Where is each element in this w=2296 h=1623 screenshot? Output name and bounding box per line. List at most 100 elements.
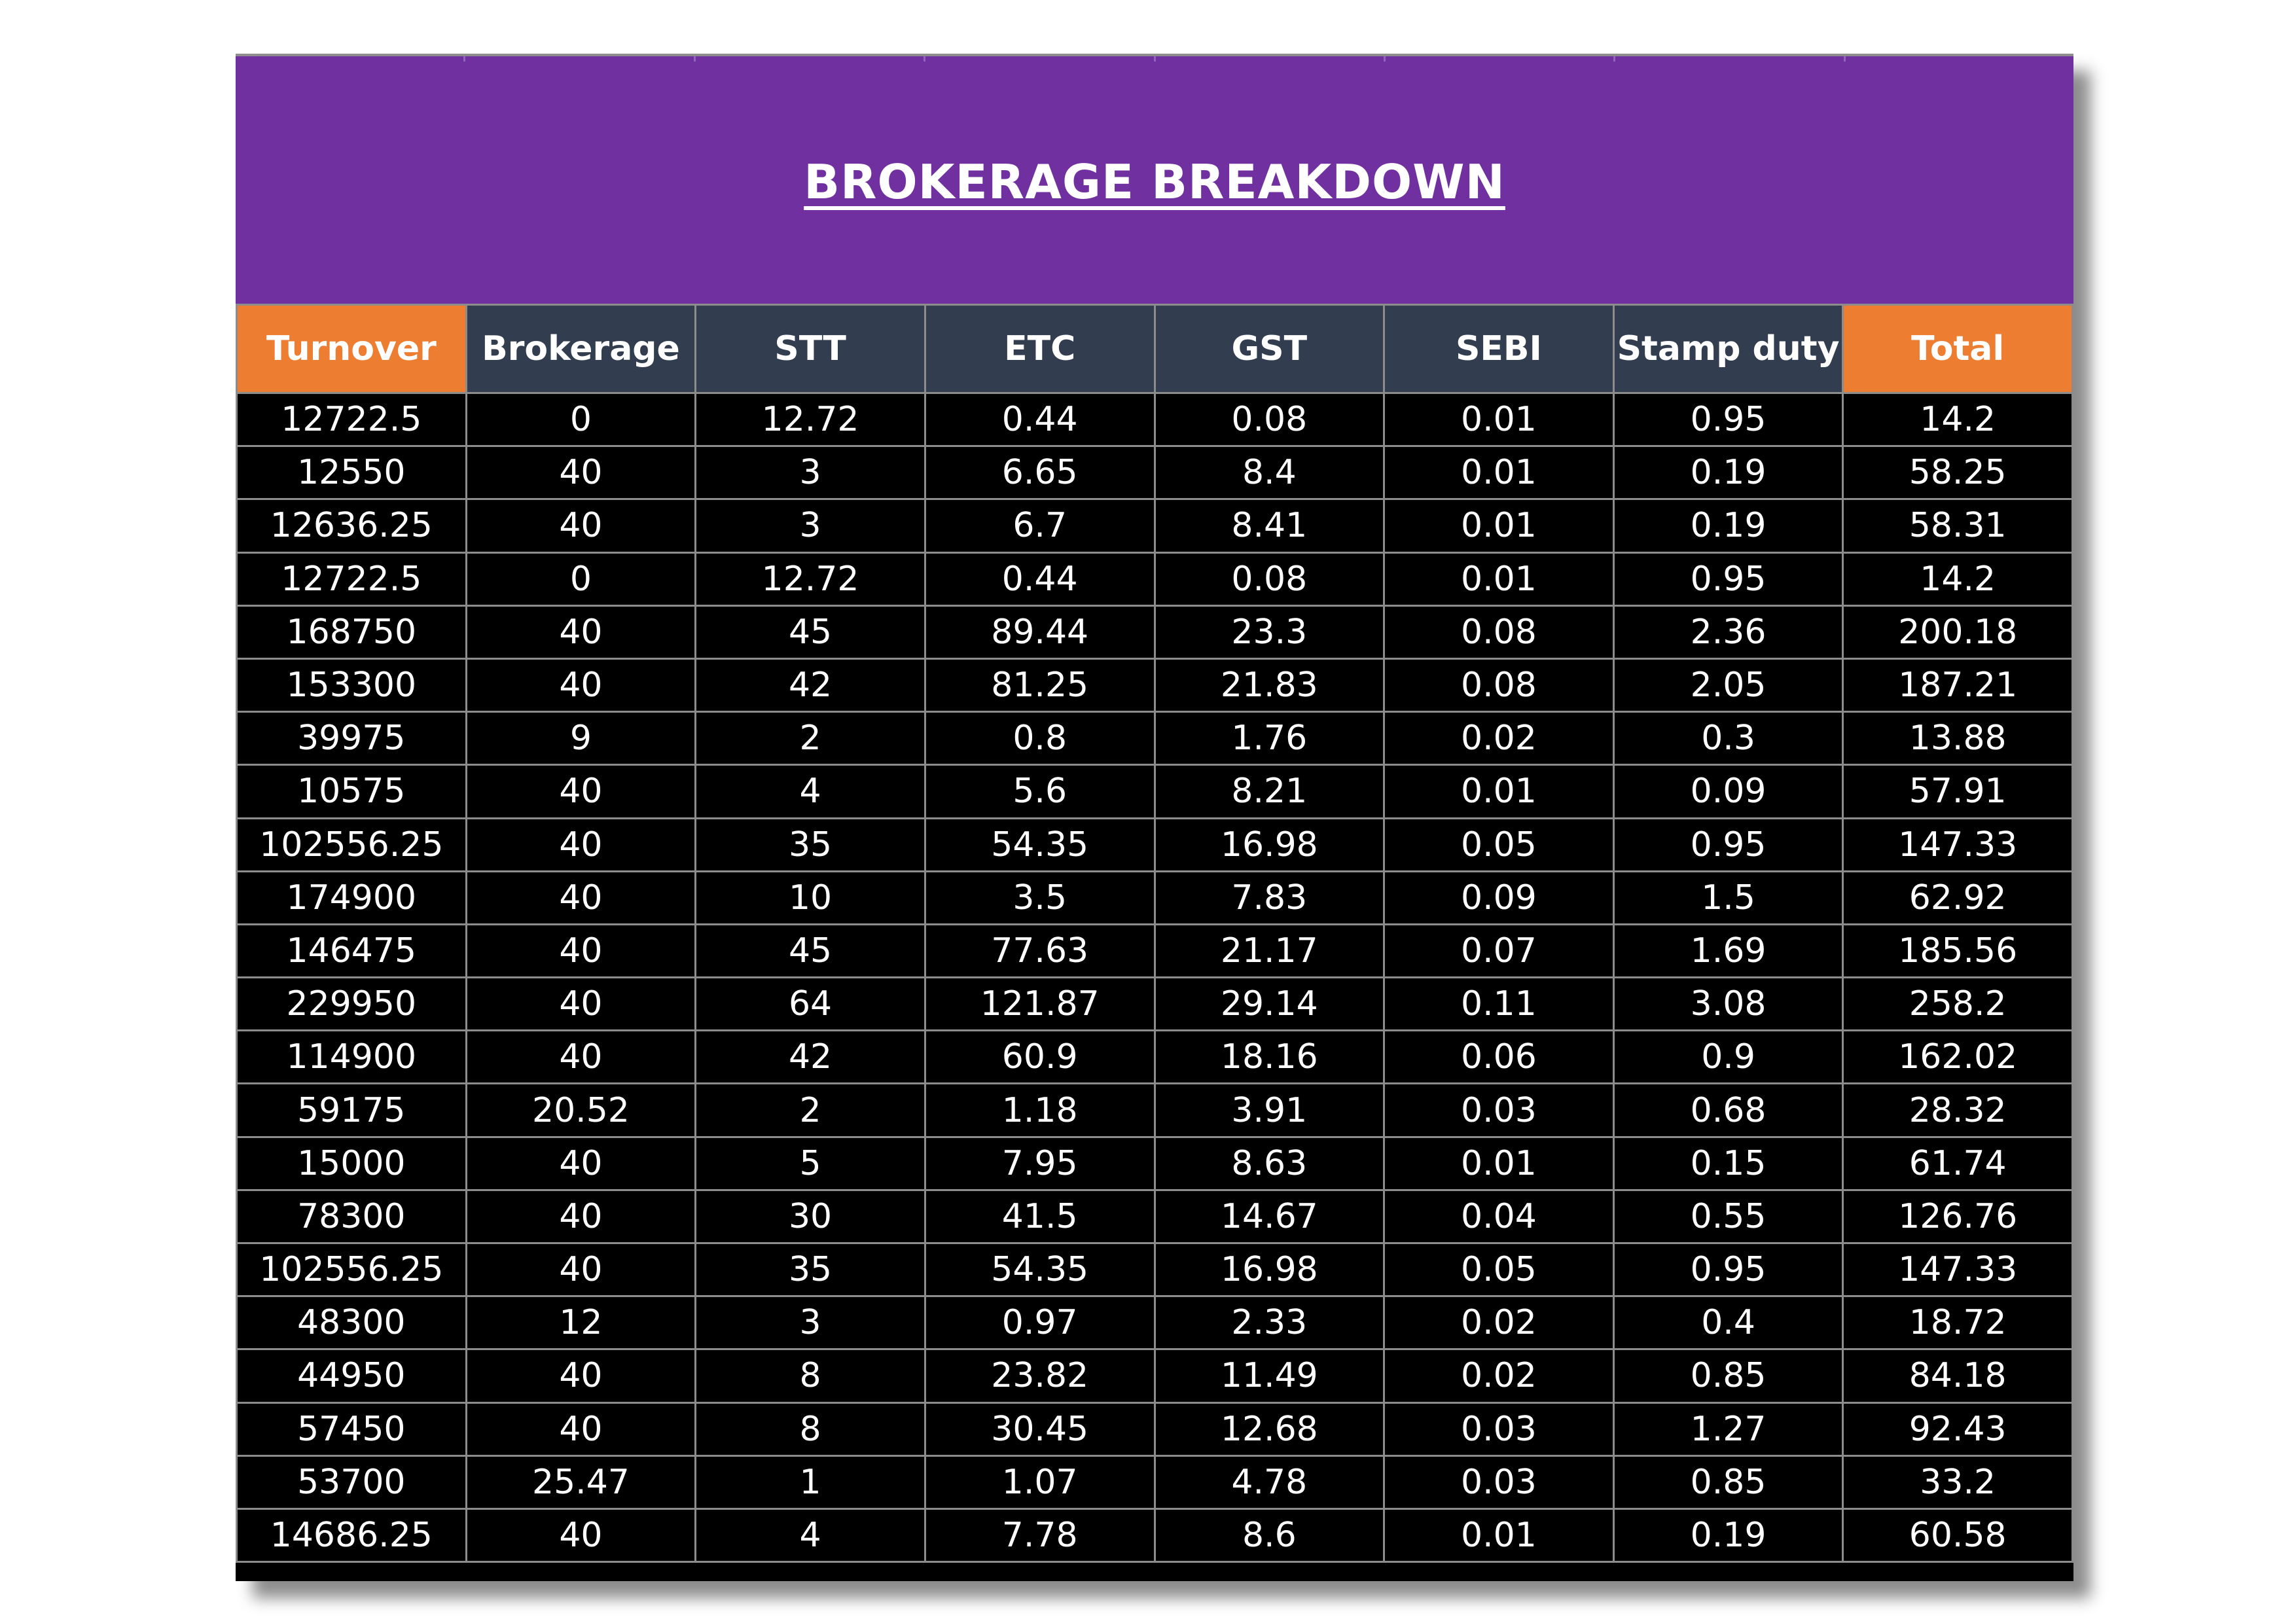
cell-sebi: 0.01	[1383, 1507, 1615, 1563]
cell-stt: 35	[694, 1241, 926, 1298]
table-row: 78300 40 30 41.5 14.67 0.04 0.55 126.76	[236, 1188, 2073, 1245]
cell-gst: 8.63	[1153, 1135, 1386, 1191]
cell-gst: 18.16	[1153, 1029, 1386, 1085]
header-gst: GST	[1153, 304, 1386, 394]
cell-sebi: 0.01	[1383, 498, 1615, 554]
cell-brokerage: 40	[465, 1029, 697, 1085]
cell-turnover: 102556.25	[236, 817, 467, 872]
table-row: 10575 40 4 5.6 8.21 0.01 0.09 57.91	[236, 764, 2073, 819]
cell-stt: 12.72	[694, 551, 926, 607]
cell-etc: 7.95	[924, 1135, 1156, 1191]
table-body: 12722.5 0 12.72 0.44 0.08 0.01 0.95 14.2 12550 40…	[236, 391, 2073, 1563]
cell-total: 28.32	[1842, 1082, 2073, 1138]
cell-stt: 42	[694, 657, 926, 713]
cell-stamp-duty: 0.15	[1612, 1135, 1844, 1191]
cell-gst: 12.68	[1153, 1401, 1386, 1457]
cell-gst: 8.6	[1153, 1507, 1386, 1563]
cell-sebi: 0.07	[1383, 923, 1615, 979]
cell-sebi: 0.01	[1383, 764, 1615, 819]
cell-total: 14.2	[1842, 551, 2073, 607]
brokerage-sheet: BROKERAGE BREAKDOWN Turnover Brokerage S…	[236, 54, 2073, 1581]
cell-stamp-duty: 0.95	[1612, 391, 1844, 448]
cell-brokerage: 40	[465, 445, 697, 501]
cell-sebi: 0.08	[1383, 657, 1615, 713]
cell-brokerage: 9	[465, 711, 697, 766]
cell-etc: 3.5	[924, 870, 1156, 925]
cell-gst: 21.17	[1153, 923, 1386, 979]
cell-gst: 8.41	[1153, 498, 1386, 554]
cell-etc: 0.44	[924, 551, 1156, 607]
cell-turnover: 102556.25	[236, 1241, 467, 1298]
header-sebi: SEBI	[1383, 304, 1615, 394]
cell-total: 200.18	[1842, 604, 2073, 660]
header-row: Turnover Brokerage STT ETC GST SEBI Stam…	[236, 304, 2073, 394]
cell-etc: 41.5	[924, 1188, 1156, 1245]
table-row: 53700 25.47 1 1.07 4.78 0.03 0.85 33.2	[236, 1454, 2073, 1510]
table-row: 168750 40 45 89.44 23.3 0.08 2.36 200.18	[236, 604, 2073, 660]
cell-etc: 0.97	[924, 1295, 1156, 1351]
cell-brokerage: 40	[465, 1135, 697, 1191]
table-row: 44950 40 8 23.82 11.49 0.02 0.85 84.18	[236, 1348, 2073, 1404]
cell-turnover: 12636.25	[236, 498, 467, 554]
title-band: BROKERAGE BREAKDOWN	[236, 54, 2073, 304]
cell-total: 18.72	[1842, 1295, 2073, 1351]
table-row: 39975 9 2 0.8 1.76 0.02 0.3 13.88	[236, 711, 2073, 766]
cell-total: 147.33	[1842, 817, 2073, 872]
cell-brokerage: 40	[465, 870, 697, 925]
cell-brokerage: 40	[465, 817, 697, 872]
cell-stamp-duty: 3.08	[1612, 976, 1844, 1032]
cell-turnover: 15000	[236, 1135, 467, 1191]
cell-sebi: 0.04	[1383, 1188, 1615, 1245]
cell-gst: 3.91	[1153, 1082, 1386, 1138]
cell-brokerage: 12	[465, 1295, 697, 1351]
cell-stamp-duty: 2.05	[1612, 657, 1844, 713]
cell-etc: 121.87	[924, 976, 1156, 1032]
cell-sebi: 0.06	[1383, 1029, 1615, 1085]
cell-gst: 0.08	[1153, 551, 1386, 607]
cell-brokerage: 20.52	[465, 1082, 697, 1138]
table-row: 102556.25 40 35 54.35 16.98 0.05 0.95 147.33	[236, 1241, 2073, 1298]
table-row: 12636.25 40 3 6.7 8.41 0.01 0.19 58.31	[236, 498, 2073, 554]
cell-brokerage: 40	[465, 604, 697, 660]
cell-stt: 42	[694, 1029, 926, 1085]
cell-brokerage: 40	[465, 1401, 697, 1457]
cell-sebi: 0.02	[1383, 1348, 1615, 1404]
cell-etc: 0.44	[924, 391, 1156, 448]
cell-sebi: 0.01	[1383, 445, 1615, 501]
cell-etc: 7.78	[924, 1507, 1156, 1563]
cell-stamp-duty: 2.36	[1612, 604, 1844, 660]
cell-turnover: 53700	[236, 1454, 467, 1510]
cell-turnover: 10575	[236, 764, 467, 819]
cell-turnover: 146475	[236, 923, 467, 979]
cell-etc: 77.63	[924, 923, 1156, 979]
cell-stamp-duty: 0.19	[1612, 445, 1844, 501]
table-row: 12722.5 0 12.72 0.44 0.08 0.01 0.95 14.2	[236, 551, 2073, 607]
cell-total: 92.43	[1842, 1401, 2073, 1457]
header-turnover: Turnover	[236, 304, 467, 394]
cell-gst: 23.3	[1153, 604, 1386, 660]
cell-stamp-duty: 0.55	[1612, 1188, 1844, 1245]
cell-turnover: 168750	[236, 604, 467, 660]
cell-etc: 30.45	[924, 1401, 1156, 1457]
table-row: 12550 40 3 6.65 8.4 0.01 0.19 58.25	[236, 445, 2073, 501]
cell-sebi: 0.01	[1383, 391, 1615, 448]
cell-gst: 8.4	[1153, 445, 1386, 501]
table-row: 57450 40 8 30.45 12.68 0.03 1.27 92.43	[236, 1401, 2073, 1457]
header-stamp-duty: Stamp duty	[1612, 304, 1844, 394]
cell-stt: 3	[694, 445, 926, 501]
cell-stamp-duty: 0.19	[1612, 498, 1844, 554]
cell-stamp-duty: 1.27	[1612, 1401, 1844, 1457]
table-row: 174900 40 10 3.5 7.83 0.09 1.5 62.92	[236, 870, 2073, 925]
cell-turnover: 39975	[236, 711, 467, 766]
cell-brokerage: 40	[465, 1188, 697, 1245]
cell-brokerage: 40	[465, 1348, 697, 1404]
cell-stamp-duty: 0.95	[1612, 1241, 1844, 1298]
cell-total: 13.88	[1842, 711, 2073, 766]
cell-etc: 54.35	[924, 817, 1156, 872]
cell-stamp-duty: 0.09	[1612, 764, 1844, 819]
cell-stt: 2	[694, 1082, 926, 1138]
cell-turnover: 12722.5	[236, 391, 467, 448]
cell-etc: 89.44	[924, 604, 1156, 660]
cell-brokerage: 25.47	[465, 1454, 697, 1510]
cell-sebi: 0.03	[1383, 1082, 1615, 1138]
